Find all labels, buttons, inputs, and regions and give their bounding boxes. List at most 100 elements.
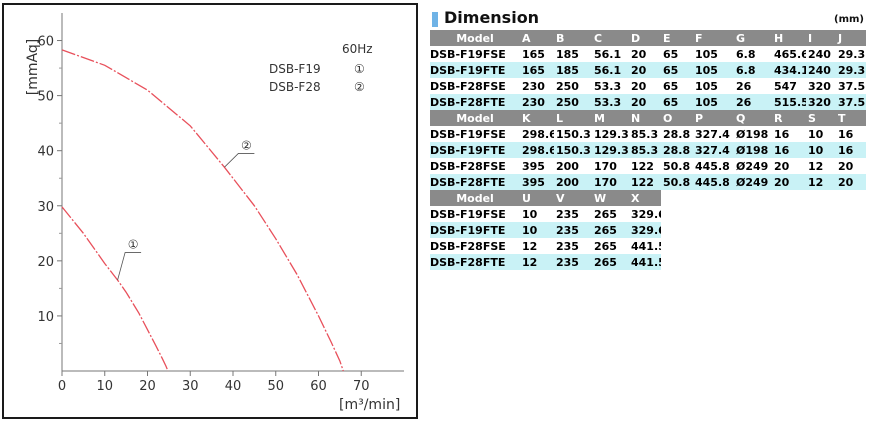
dimension-value-cell: 37.5 xyxy=(836,94,866,110)
dimension-column-header: O xyxy=(661,110,693,126)
model-name-cell: DSB-F28FSE xyxy=(430,78,520,94)
dimension-value-cell: 105 xyxy=(693,62,734,78)
dimension-column-header: C xyxy=(592,30,629,46)
dimension-value-cell: 240 xyxy=(806,62,836,78)
blank-cell xyxy=(806,254,836,270)
dimension-value-cell: 122 xyxy=(629,174,661,190)
dimension-value-cell: 105 xyxy=(693,78,734,94)
blank-cell xyxy=(806,238,836,254)
dimension-value-cell: 10 xyxy=(806,142,836,158)
x-tick-label: 0 xyxy=(58,379,66,394)
dimension-column-header: P xyxy=(693,110,734,126)
dimension-value-cell: 20 xyxy=(772,174,806,190)
dimension-value-cell: 150.3 xyxy=(554,126,592,142)
dimension-value-cell: Ø198 xyxy=(734,142,772,158)
y-tick-label: 60 xyxy=(37,35,54,50)
dimension-value-cell: 170 xyxy=(592,174,629,190)
header-blank-cell xyxy=(693,190,734,206)
dimension-value-cell: 441.5 xyxy=(629,238,661,254)
dimension-value-cell: 56.1 xyxy=(592,62,629,78)
dimension-value-cell: 327.4 xyxy=(693,126,734,142)
dimension-table: Model A B C D E F G H I J DSB-F19FSE 165 185 56.1 20 65 1… xyxy=(430,30,866,270)
dimension-value-cell: 200 xyxy=(554,174,592,190)
dimension-column-header: Q xyxy=(734,110,772,126)
dimension-column-header: S xyxy=(806,110,836,126)
dimension-value-cell: 445.8 xyxy=(693,174,734,190)
dimension-value-cell: 250 xyxy=(554,78,592,94)
dimension-value-cell: 298.6 xyxy=(520,142,554,158)
dimension-value-cell: 65 xyxy=(661,94,693,110)
dimension-value-cell: 329.6 xyxy=(629,222,661,238)
dimension-value-cell: 12 xyxy=(806,174,836,190)
table-row: DSB-F19FTE 298.6 150.3 129.3 85.3 28.8 327.4 Ø1… xyxy=(430,142,866,158)
blank-cell xyxy=(734,238,772,254)
blank-cell xyxy=(772,254,806,270)
blank-cell xyxy=(661,206,693,222)
blank-cell xyxy=(772,222,806,238)
series-callout-label: ② xyxy=(241,138,252,152)
table-row: DSB-F19FTE 165 185 56.1 20 65 105 6.8 434.1 240 29… xyxy=(430,62,866,78)
dimension-value-cell: 185 xyxy=(554,62,592,78)
dimension-value-cell: 465.6 xyxy=(772,46,806,62)
dimension-value-cell: 85.3 xyxy=(629,142,661,158)
model-name-cell: DSB-F19FTE xyxy=(430,62,520,78)
x-tick-label: 40 xyxy=(225,379,242,394)
dimension-value-cell: 10 xyxy=(806,126,836,142)
dimension-value-cell: 53.3 xyxy=(592,78,629,94)
blank-cell xyxy=(836,206,866,222)
blank-cell xyxy=(836,222,866,238)
model-name-cell: DSB-F19FTE xyxy=(430,222,520,238)
x-tick-label: 70 xyxy=(353,379,370,394)
dimension-value-cell: 28.8 xyxy=(661,142,693,158)
dimension-column-header: A xyxy=(520,30,554,46)
header-blank-cell xyxy=(836,190,866,206)
x-tick-label: 20 xyxy=(139,379,156,394)
dimension-value-cell: 235 xyxy=(554,238,592,254)
blank-cell xyxy=(693,222,734,238)
dimension-panel: Dimension (mm) Model A B C D E F G H I J DSB-F19FSE… xyxy=(430,8,866,270)
x-tick-label: 50 xyxy=(267,379,284,394)
table-row: DSB-F28FSE 395 200 170 122 50.8 445.8 Ø249 20 12 2… xyxy=(430,158,866,174)
x-tick-label: 60 xyxy=(310,379,327,394)
dimension-column-header: T xyxy=(836,110,866,126)
model-name-cell: DSB-F28FTE xyxy=(430,94,520,110)
series-callout-label: ① xyxy=(128,238,139,252)
dimension-value-cell: 16 xyxy=(836,142,866,158)
dimension-value-cell: 230 xyxy=(520,94,554,110)
legend-model-label: DSB-F28 xyxy=(269,80,321,94)
dimension-value-cell: 16 xyxy=(836,126,866,142)
dimension-column-header: G xyxy=(734,30,772,46)
dimension-column-header: B xyxy=(554,30,592,46)
dimension-value-cell: 56.1 xyxy=(592,46,629,62)
y-tick-label: 50 xyxy=(37,90,54,105)
dimension-header: Dimension (mm) xyxy=(430,8,866,30)
dimension-value-cell: 170 xyxy=(592,158,629,174)
dimension-value-cell: 329.6 xyxy=(629,206,661,222)
x-tick-label: 30 xyxy=(182,379,199,394)
model-name-cell: DSB-F19FSE xyxy=(430,206,520,222)
dimension-column-header: N xyxy=(629,110,661,126)
title-accent-bar xyxy=(432,12,438,27)
blank-cell xyxy=(806,222,836,238)
dimension-value-cell: 10 xyxy=(520,222,554,238)
dimension-value-cell: Ø249 xyxy=(734,158,772,174)
table-header-row: Model A B C D E F G H I J xyxy=(430,30,866,46)
model-name-cell: DSB-F19FTE xyxy=(430,142,520,158)
dimension-value-cell: 85.3 xyxy=(629,126,661,142)
dimension-value-cell: 16 xyxy=(772,126,806,142)
dimension-value-cell: 240 xyxy=(806,46,836,62)
dimension-value-cell: 29.3 xyxy=(836,62,866,78)
blank-cell xyxy=(693,238,734,254)
dimension-value-cell: 265 xyxy=(592,254,629,270)
dimension-value-cell: 445.8 xyxy=(693,158,734,174)
dimension-value-cell: 12 xyxy=(520,254,554,270)
dimension-value-cell: 20 xyxy=(836,174,866,190)
header-blank-cell xyxy=(734,190,772,206)
table-row: DSB-F28FTE 230 250 53.3 20 65 105 26 515.5 320 37.… xyxy=(430,94,866,110)
dimension-value-cell: 6.8 xyxy=(734,46,772,62)
dimension-value-cell: 265 xyxy=(592,222,629,238)
blank-cell xyxy=(734,254,772,270)
